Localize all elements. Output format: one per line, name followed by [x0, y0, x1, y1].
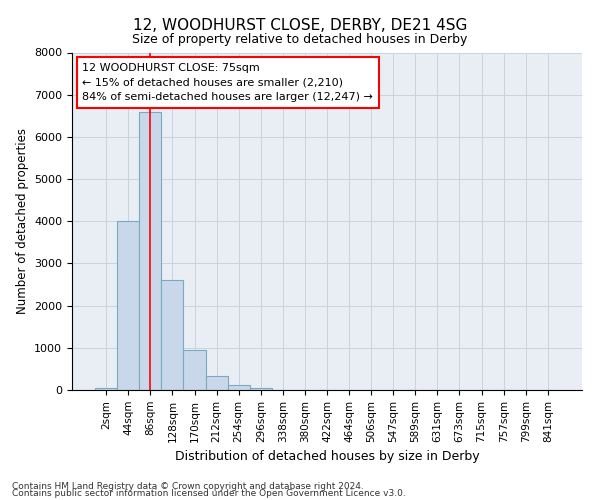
Y-axis label: Number of detached properties: Number of detached properties [16, 128, 29, 314]
Text: 12, WOODHURST CLOSE, DERBY, DE21 4SG: 12, WOODHURST CLOSE, DERBY, DE21 4SG [133, 18, 467, 32]
Text: Size of property relative to detached houses in Derby: Size of property relative to detached ho… [133, 32, 467, 46]
Bar [206, 376, 227, 390]
Bar [184, 350, 206, 390]
Text: Contains public sector information licensed under the Open Government Licence v3: Contains public sector information licen… [12, 489, 406, 498]
Bar [227, 385, 250, 390]
Bar [117, 221, 139, 390]
Bar [250, 388, 272, 390]
Text: 12 WOODHURST CLOSE: 75sqm
← 15% of detached houses are smaller (2,210)
84% of se: 12 WOODHURST CLOSE: 75sqm ← 15% of detac… [82, 62, 373, 102]
Bar [95, 388, 117, 390]
Bar [161, 280, 184, 390]
Text: Contains HM Land Registry data © Crown copyright and database right 2024.: Contains HM Land Registry data © Crown c… [12, 482, 364, 491]
Bar [139, 112, 161, 390]
X-axis label: Distribution of detached houses by size in Derby: Distribution of detached houses by size … [175, 450, 479, 463]
